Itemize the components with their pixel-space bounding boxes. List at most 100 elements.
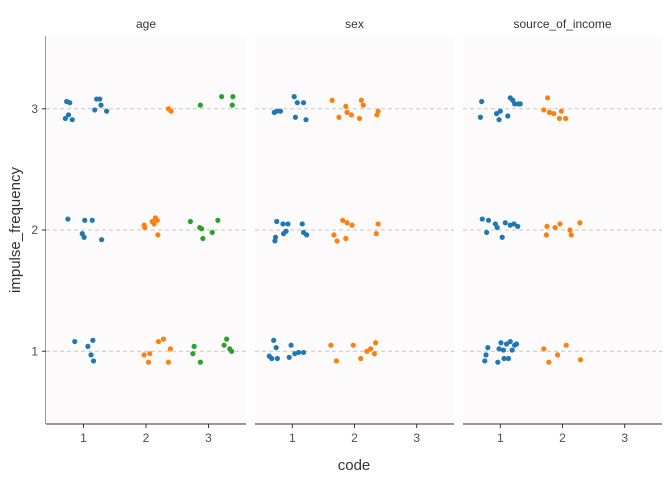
data-point bbox=[141, 352, 147, 358]
data-point bbox=[303, 117, 309, 123]
data-point bbox=[155, 338, 162, 345]
data-point bbox=[151, 221, 157, 227]
data-point bbox=[371, 351, 377, 357]
x-tick-label: 1 bbox=[289, 431, 296, 445]
data-point bbox=[269, 355, 275, 362]
data-point bbox=[99, 237, 105, 243]
data-point bbox=[168, 108, 174, 114]
data-point bbox=[273, 345, 279, 351]
data-point bbox=[155, 232, 161, 238]
data-point bbox=[72, 338, 78, 345]
data-point bbox=[343, 235, 349, 242]
data-point bbox=[62, 115, 68, 122]
data-point bbox=[358, 97, 364, 103]
data-point bbox=[300, 349, 307, 356]
data-point bbox=[483, 352, 489, 358]
data-point bbox=[496, 346, 502, 352]
data-point bbox=[477, 114, 484, 120]
data-point bbox=[187, 218, 193, 225]
data-point bbox=[509, 347, 515, 353]
data-point bbox=[541, 346, 547, 352]
data-point bbox=[229, 102, 235, 108]
data-point bbox=[65, 112, 72, 118]
data-point bbox=[333, 358, 340, 364]
data-point bbox=[272, 234, 279, 240]
x-tick-label: 1 bbox=[80, 431, 87, 445]
data-point bbox=[209, 229, 215, 236]
data-point bbox=[300, 100, 307, 106]
data-point bbox=[544, 95, 551, 101]
data-point bbox=[511, 221, 517, 227]
data-point bbox=[104, 108, 110, 114]
data-point bbox=[90, 358, 97, 364]
data-point bbox=[496, 117, 502, 123]
x-tick-label: 2 bbox=[559, 431, 566, 445]
data-point bbox=[219, 94, 225, 100]
data-point bbox=[274, 108, 280, 114]
data-point bbox=[331, 232, 337, 238]
y-tick-label: 1 bbox=[31, 344, 38, 358]
data-point bbox=[482, 358, 488, 364]
x-tick-label: 3 bbox=[413, 431, 420, 445]
data-point bbox=[493, 111, 500, 117]
data-point bbox=[97, 96, 103, 102]
data-point bbox=[65, 216, 71, 222]
data-point bbox=[501, 355, 507, 362]
data-point bbox=[558, 108, 564, 114]
data-point bbox=[340, 217, 346, 223]
data-point bbox=[517, 101, 523, 107]
data-point bbox=[90, 337, 96, 343]
data-point bbox=[299, 221, 305, 227]
data-point bbox=[199, 226, 205, 232]
y-tick-label: 2 bbox=[31, 223, 38, 237]
data-point bbox=[360, 102, 366, 108]
data-point bbox=[190, 351, 196, 357]
data-point bbox=[503, 341, 510, 347]
data-point bbox=[495, 359, 501, 365]
facet-title: source_of_income bbox=[513, 17, 611, 31]
data-point bbox=[280, 221, 286, 227]
data-point bbox=[294, 100, 300, 106]
data-point bbox=[557, 221, 563, 227]
data-point bbox=[88, 352, 94, 358]
y-axis-title: impulse_frequency bbox=[7, 167, 24, 293]
facet-title: age bbox=[136, 17, 156, 31]
data-point bbox=[274, 218, 280, 225]
data-point bbox=[499, 234, 505, 240]
data-point bbox=[554, 352, 561, 358]
data-point bbox=[356, 115, 363, 122]
data-point bbox=[154, 217, 160, 223]
data-point bbox=[304, 232, 310, 238]
data-point bbox=[229, 348, 235, 354]
data-point bbox=[567, 227, 573, 233]
x-tick-label: 1 bbox=[497, 431, 504, 445]
data-point bbox=[89, 217, 95, 223]
data-point bbox=[85, 343, 91, 349]
data-point bbox=[286, 354, 292, 360]
data-point bbox=[167, 346, 173, 352]
data-point bbox=[142, 224, 148, 231]
data-point bbox=[145, 359, 152, 365]
data-point bbox=[292, 114, 299, 120]
data-point bbox=[563, 342, 569, 348]
data-point bbox=[543, 232, 549, 238]
data-point bbox=[147, 351, 153, 357]
data-point bbox=[215, 217, 221, 223]
data-point bbox=[497, 108, 503, 114]
data-point bbox=[484, 229, 490, 236]
data-point bbox=[291, 94, 297, 100]
data-point bbox=[505, 113, 511, 119]
data-point bbox=[224, 336, 230, 342]
data-point bbox=[349, 222, 355, 228]
data-point bbox=[288, 342, 294, 348]
data-point bbox=[364, 348, 370, 354]
data-point bbox=[197, 359, 203, 365]
data-point bbox=[368, 346, 374, 352]
data-point bbox=[544, 223, 550, 229]
data-point bbox=[546, 359, 552, 365]
data-point bbox=[577, 357, 584, 363]
data-point bbox=[485, 217, 492, 223]
data-point bbox=[505, 355, 511, 362]
data-point bbox=[344, 109, 350, 115]
